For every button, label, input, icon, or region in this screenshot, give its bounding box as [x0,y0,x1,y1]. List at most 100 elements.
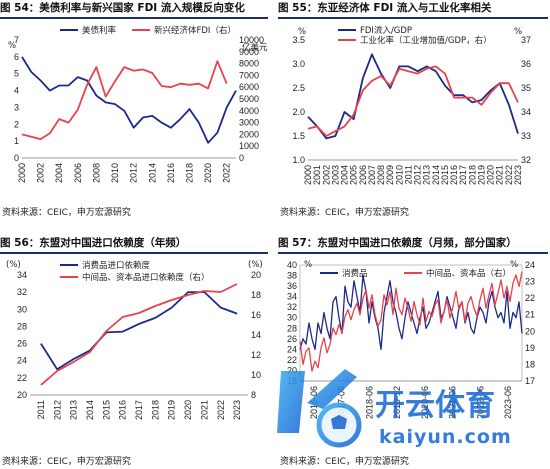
y-tick-label-left: 30 [287,313,297,323]
y-tick-label-left: 32 [287,302,297,312]
y-tick-label-right: 32 [521,155,531,165]
series-line-0 [21,56,237,144]
x-tick-label: 2011 [403,165,413,184]
x-tick-label: 2004 [54,163,64,183]
y-tick-label-left: 3.5 [292,35,305,45]
y-tick-label-left: 1.5 [292,131,305,141]
x-tick-label: 2018 [150,400,160,420]
x-tick-label: 2021 [199,400,209,420]
x-tick-label: 2013 [69,400,79,420]
title-underline [278,252,548,254]
series-line-1 [307,65,519,137]
y-tick-label-left: 20 [287,365,297,375]
y-tick-label-left: 28 [17,321,27,331]
y-tick-label-left: 24 [17,356,27,366]
chart-panel-54: 图 54：美债利率与新兴国家 FDI 流入规模反向变化 0 1 2 3 4 5 6 7 0 100… [0,0,272,225]
y-tick-label-right: 20 [525,326,535,336]
x-tick-label: 2008 [376,165,386,185]
y-tick-label-left: 0 [14,153,19,163]
x-tick-label: 2016 [449,165,459,185]
y-tick-label-right: 34 [521,107,531,117]
chart-source: 资料来源：CEIC，申万宏源研究 [280,208,409,218]
x-tick-label: 2022 [504,165,514,185]
x-tick-label: 2014 [431,165,441,185]
x-tick-label: 2016 [118,400,128,420]
y-tick-label-right: 10000 [239,35,264,45]
x-tick-label: 2004 [340,165,350,185]
x-tick-label: 2021 [495,165,505,185]
legend-label-1: 工业化率（工业增加值/GDP，右） [360,35,492,46]
x-tick-label: 2010 [394,165,404,185]
y-tick-label-left: 34 [287,292,297,302]
y-tick-label-right: 12 [251,350,261,360]
x-tick-label: 2014 [85,400,95,420]
x-tick-label: 2022-06 [475,386,485,419]
y-tick-label-right: 36 [521,59,531,69]
chart-title: 图 54：美债利率与新兴国家 FDI 流入规模反向变化 [0,2,245,14]
y-tick-label-left: 1 [14,136,19,146]
x-tick-label: 2015 [101,400,111,420]
series-line-0 [307,53,519,140]
chart-svg: 1.0 1.5 2.0 2.5 3.0 3.5 32 33 34 35 36 37% % 2000 2001… [292,25,531,185]
x-tick-label: 2001 [312,165,322,185]
y-tick-label-right: 23 [525,277,535,287]
x-tick-label: 2018-06 [364,386,374,419]
y-tick-label-left: 7 [14,35,19,45]
chart-source: 资料来源：CEIC，申万宏源研究 [2,457,131,467]
plot-frame [299,264,523,382]
x-tick-label: 2017-06 [337,386,347,419]
y-tick-label-right: 16 [251,310,261,320]
y-tick-label-left: 24 [287,344,297,354]
x-tick-label: 2014 [147,163,157,183]
y-tick-label-right: 0 [239,153,244,163]
y-tick-label-right: 18 [525,359,535,369]
legend-label-0: 消费品 [342,268,368,279]
x-tick-label: 2023 [232,400,242,420]
y-tick-label-left: 2.5 [292,83,305,93]
chart-source: 资料来源：CEIC，申万宏源研究 [280,457,409,467]
y-tick-label-right: 20 [251,270,261,280]
x-tick-label: 2017 [134,400,144,420]
y-tick-label-left: 36 [287,281,297,291]
chart-source: 资料来源：CEIC，申万宏源研究 [2,208,131,218]
x-tick-label: 2022 [216,400,226,420]
y-tick-label-left: 34 [17,270,27,280]
x-tick-label: 2019 [167,400,177,420]
k-logo-icon [277,369,362,448]
x-tick-label: 2010 [110,163,120,183]
chart-title: 图 57：东盟对中国进口依赖度（月频，部分国家） [278,237,517,249]
y-tick-label-right: 35 [521,83,531,93]
x-tick-label: 2002 [321,165,331,185]
left-unit-label: (%) [6,260,21,270]
title-underline [278,17,548,19]
legend-label-0: 消费品进口依赖度 [82,260,151,271]
x-tick-label: 2023 [513,165,523,185]
right-unit-label: % [514,27,522,37]
watermark-brand: 开云体育 [375,388,495,423]
x-tick-label: 2018 [467,165,477,185]
x-tick-label: 2022 [222,163,232,183]
y-tick-label-left: 3 [14,102,19,112]
y-tick-label-left: 30 [17,304,27,314]
left-unit-label: % [304,260,312,270]
x-tick-label: 2020-06 [420,386,430,419]
x-tick-label: 2000 [303,165,313,185]
y-tick-label-right: 22 [525,293,535,303]
y-tick-label-right: 21 [525,310,535,320]
legend-label-0: FDI流入/GDP [360,25,412,36]
title-underline [0,17,268,19]
x-tick-label: 2008 [91,163,101,183]
y-tick-label-right: 1000 [239,141,259,151]
y-tick-label-right: 8 [251,390,256,400]
y-tick-label-left: 4 [14,86,19,96]
y-tick-label-left: 26 [17,339,27,349]
y-tick-label-left: 40 [287,260,297,270]
x-tick-label: 2007 [367,165,377,185]
y-tick-label-right: 18 [251,290,261,300]
watermark-logo: 开云体育 kaiyun.com [277,369,511,448]
x-tick-label: 2016 [166,163,176,183]
series-line-0 [299,274,523,351]
chart-svg: 0123456701000200030004000500060007000800… [8,25,268,183]
chart-title: 图 56：东盟对中国进口依赖度（年频） [0,237,187,249]
